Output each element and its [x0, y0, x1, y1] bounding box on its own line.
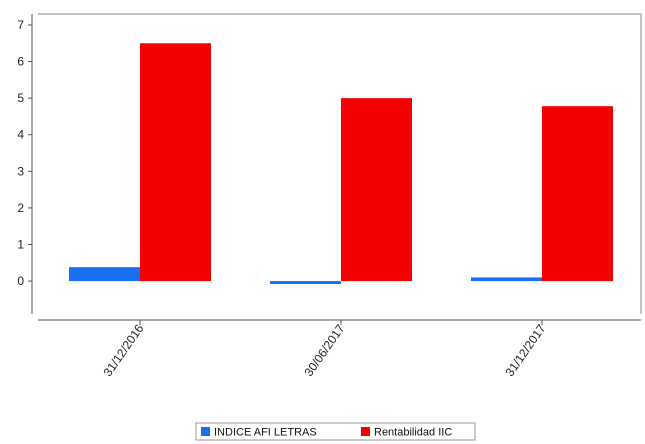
bar-indice-afi-letras — [270, 281, 341, 284]
y-tick-label: 4 — [17, 128, 24, 142]
bars — [69, 43, 613, 284]
y-tick-label: 2 — [17, 201, 24, 215]
y-tick-label: 5 — [17, 91, 24, 105]
legend-box — [195, 422, 476, 441]
x-axis: 31/12/2016 30/06/2017 31/12/2017 — [38, 319, 641, 379]
bar-rentabilidad-iic — [542, 106, 613, 282]
x-category-label: 30/06/2017 — [302, 321, 348, 378]
legend-swatch — [361, 427, 370, 436]
x-category-label: 31/12/2016 — [101, 321, 147, 378]
legend-label: INDICE AFI LETRAS — [214, 427, 317, 439]
legend-swatch — [201, 427, 210, 436]
y-tick-label: 1 — [17, 237, 24, 251]
bar-indice-afi-letras — [471, 277, 542, 282]
y-tick-label: 0 — [17, 274, 24, 288]
plot-frame — [38, 13, 642, 314]
legend: INDICE AFI LETRAS Rentabilidad IIC — [195, 422, 476, 441]
legend-label: Rentabilidad IIC — [374, 427, 452, 439]
y-tick-label: 3 — [17, 164, 24, 178]
y-tick-label: 7 — [17, 18, 24, 32]
bar-indice-afi-letras — [69, 267, 140, 282]
bar-rentabilidad-iic — [341, 98, 412, 282]
y-axis: 0 1 2 3 4 5 6 7 — [17, 14, 33, 314]
y-tick-label: 6 — [17, 55, 24, 69]
bar-rentabilidad-iic — [140, 43, 211, 282]
x-category-label: 31/12/2017 — [503, 321, 549, 378]
